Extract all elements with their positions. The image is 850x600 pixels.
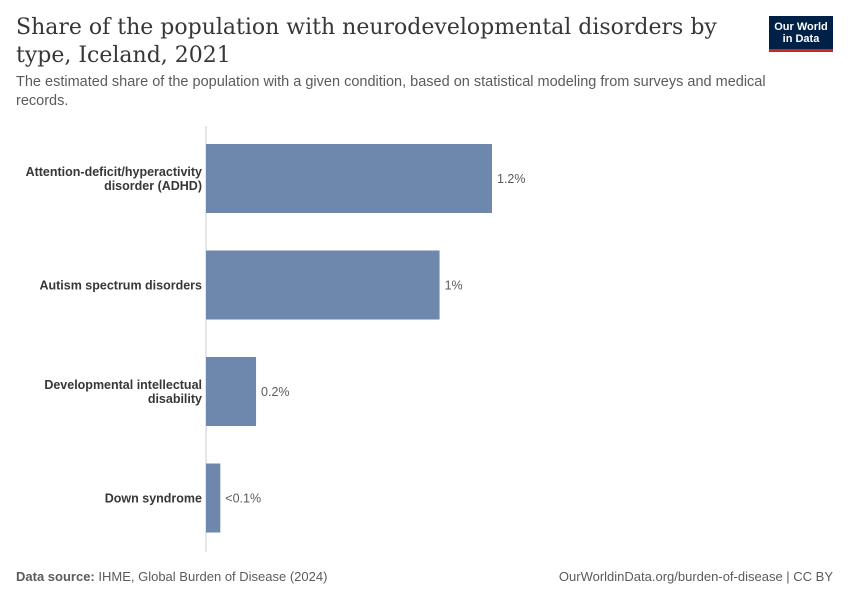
- logo-line-2: in Data: [782, 33, 820, 45]
- bar-value-label: 1.2%: [497, 172, 526, 186]
- category-label: disorder (ADHD): [104, 179, 202, 193]
- bar[interactable]: [206, 250, 440, 320]
- category-label: disability: [148, 392, 202, 406]
- chart-title: Share of the population with neurodevelo…: [16, 15, 717, 68]
- category-label: Developmental intellectual: [44, 378, 202, 392]
- owid-logo[interactable]: Our World in Data: [769, 16, 833, 52]
- category-label: Down syndrome: [105, 492, 202, 506]
- data-source-label: Data source:: [16, 569, 95, 584]
- data-source-text[interactable]: IHME, Global Burden of Disease (2024): [98, 569, 328, 584]
- bar[interactable]: [206, 357, 257, 426]
- category-label: Attention-deficit/hyperactivity: [26, 165, 202, 179]
- logo-line-1: Our World: [774, 21, 828, 33]
- chart-subtitle: The estimated share of the population wi…: [16, 74, 766, 109]
- bar[interactable]: [206, 144, 492, 213]
- category-label: Autism spectrum disorders: [39, 279, 202, 293]
- bar-value-label: 1%: [445, 279, 463, 293]
- bar-value-label: 0.2%: [261, 385, 290, 399]
- bar[interactable]: [206, 463, 221, 533]
- bar-value-label: <0.1%: [225, 492, 261, 506]
- source-url[interactable]: OurWorldinData.org/burden-of-disease | C…: [558, 569, 833, 584]
- data-source: Data source: IHME, Global Burden of Dise…: [16, 569, 327, 584]
